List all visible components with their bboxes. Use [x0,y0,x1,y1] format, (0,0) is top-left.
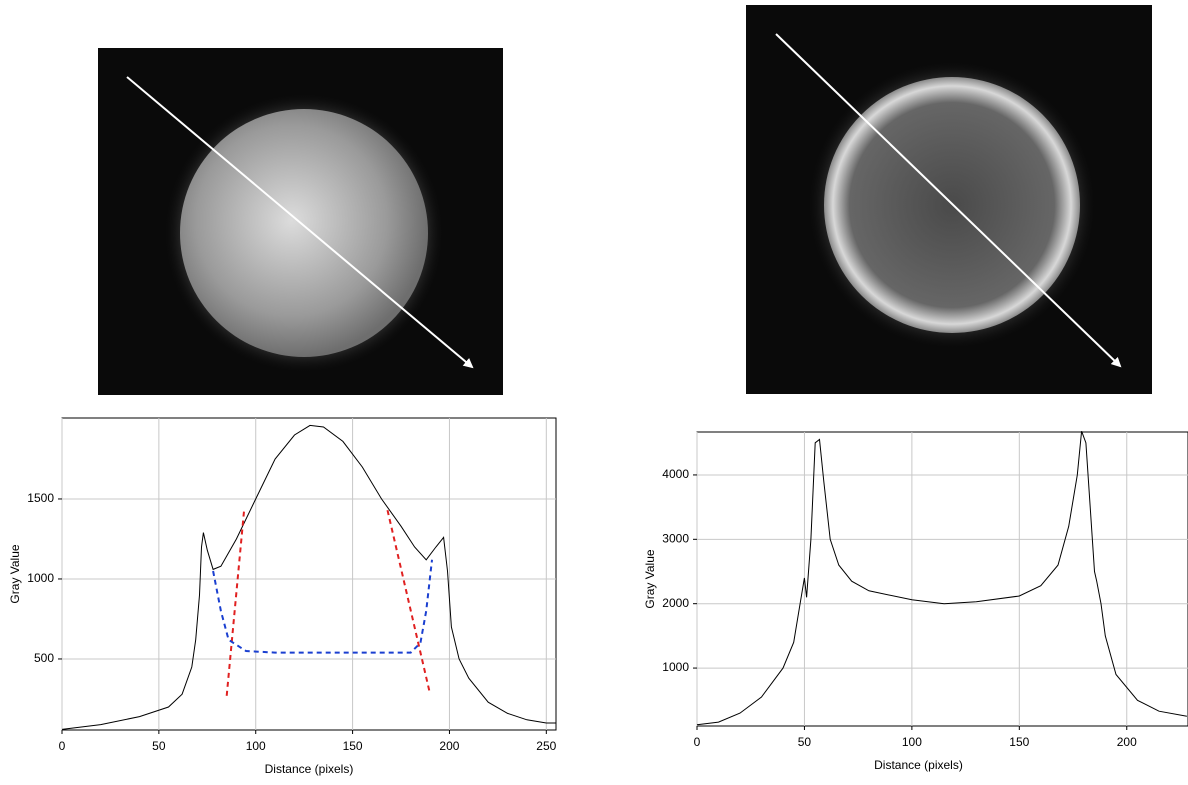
droplet [180,109,428,357]
y-tick-label: 500 [34,651,54,665]
x-tick-label: 200 [1117,735,1137,749]
x-axis-label: Distance (pixels) [265,762,354,776]
x-tick-label: 150 [343,739,363,753]
x-tick-label: 100 [246,739,266,753]
x-tick-label: 200 [439,739,459,753]
x-tick-label: 0 [694,735,701,749]
arrow [126,76,474,369]
y-tick-label: 3000 [662,531,689,545]
data-line [225,510,246,696]
data-line [696,431,1187,726]
x-axis-label: Distance (pixels) [874,758,963,772]
data-line [212,559,433,654]
x-tick-label: 50 [152,739,166,753]
y-tick-label: 1000 [662,660,689,674]
y-tick-label: 1500 [27,491,54,505]
plot-area [61,417,557,731]
x-tick-label: 150 [1009,735,1029,749]
y-axis-label: Gray Value [643,549,657,608]
data-line [386,509,432,695]
y-tick-label: 1000 [27,571,54,585]
arrow [775,33,1122,368]
data-line [61,424,556,730]
x-tick-label: 50 [798,735,812,749]
x-tick-label: 250 [536,739,556,753]
x-tick-label: 0 [59,739,66,753]
x-tick-label: 100 [902,735,922,749]
y-axis-label: Gray Value [8,544,22,603]
y-tick-label: 4000 [662,467,689,481]
plot-area [696,431,1188,727]
y-tick-label: 2000 [662,596,689,610]
